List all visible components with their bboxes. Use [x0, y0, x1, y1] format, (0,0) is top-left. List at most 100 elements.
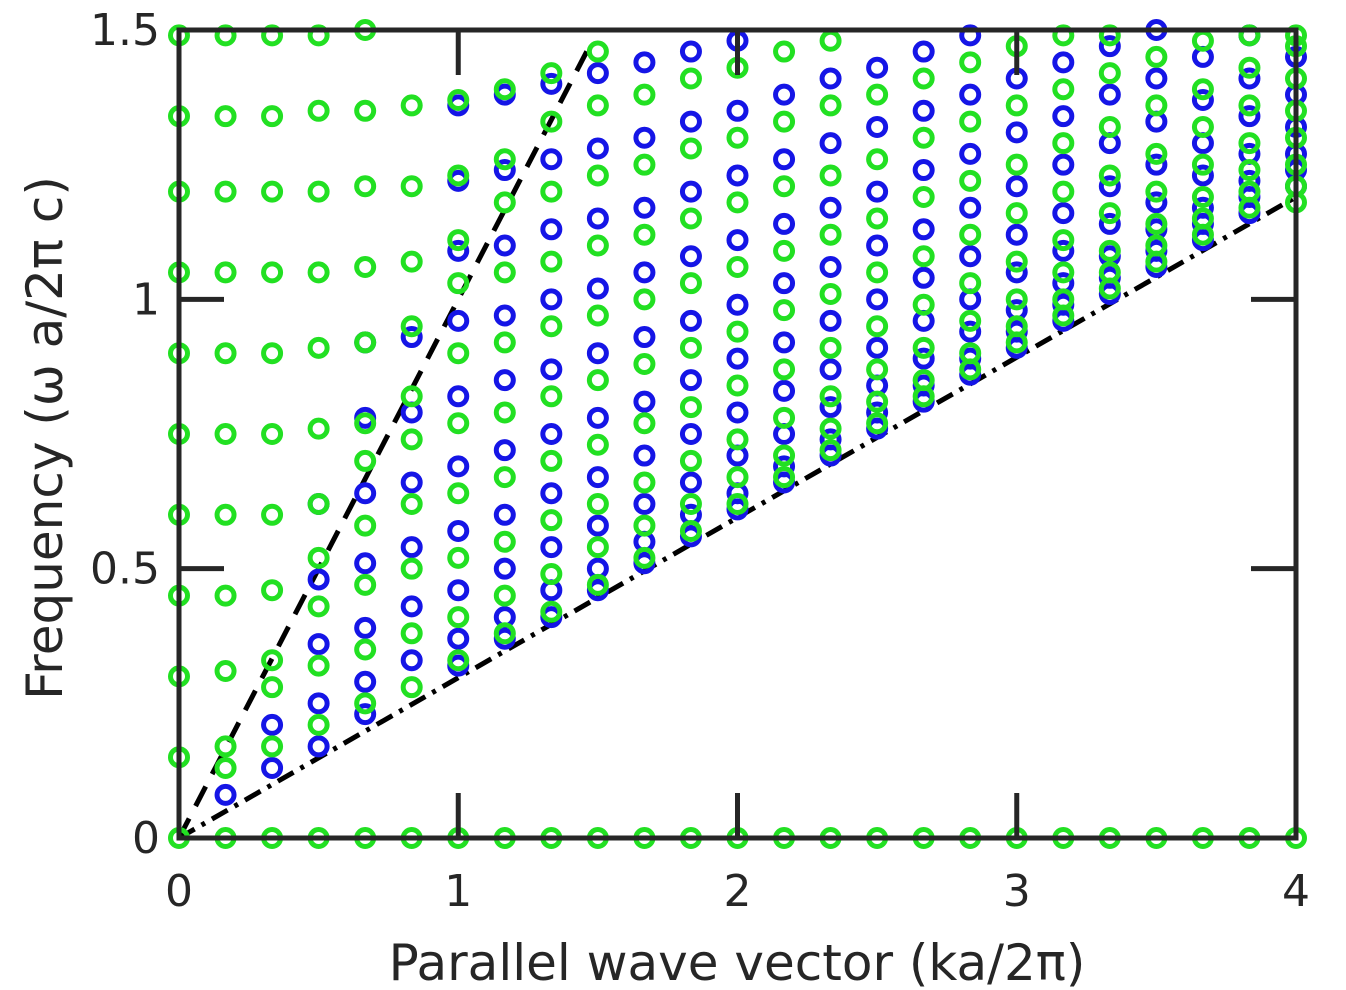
- blue-point: [307, 633, 330, 656]
- blue-point: [261, 713, 284, 736]
- green-point: [214, 660, 237, 683]
- blue-point: [586, 207, 609, 230]
- green-point: [493, 401, 516, 424]
- green-point: [447, 272, 470, 295]
- green-point: [586, 369, 609, 392]
- green-point: [493, 530, 516, 553]
- blue-point: [1052, 153, 1075, 176]
- blue-point: [912, 40, 935, 63]
- green-point: [261, 105, 284, 128]
- green-point: [307, 336, 330, 359]
- green-point: [959, 342, 982, 365]
- blue-point: [959, 245, 982, 268]
- green-point: [1191, 185, 1214, 208]
- green-point: [586, 493, 609, 516]
- green-point: [493, 584, 516, 607]
- blue-point: [400, 595, 423, 618]
- green-point: [307, 180, 330, 203]
- blue-point: [679, 423, 702, 445]
- green-point: [1238, 180, 1261, 203]
- blue-point: [354, 552, 377, 575]
- blue-point: [447, 579, 470, 602]
- x-tick-label: 4: [1282, 866, 1310, 917]
- green-point: [261, 423, 284, 445]
- blue-point: [959, 196, 982, 219]
- blue-point: [540, 72, 563, 95]
- blue-point: [540, 218, 563, 241]
- green-point: [1052, 288, 1075, 311]
- green-point: [214, 105, 237, 128]
- green-point: [307, 261, 330, 284]
- blue-point: [586, 342, 609, 365]
- x-axis-label: Parallel wave vector (ka/2π): [389, 934, 1086, 990]
- green-point: [819, 439, 842, 462]
- green-point: [819, 336, 842, 359]
- green-point: [400, 175, 423, 198]
- blue-point: [866, 180, 889, 203]
- blue-point: [540, 358, 563, 381]
- blue-point: [866, 234, 889, 257]
- blue-point: [447, 239, 470, 262]
- green-point: [773, 40, 796, 63]
- green-point: [1052, 180, 1075, 203]
- green-point: [633, 514, 656, 537]
- green-point: [261, 735, 284, 758]
- green-point: [679, 336, 702, 359]
- green-point: [493, 191, 516, 214]
- blue-point: [586, 62, 609, 85]
- green-point: [912, 293, 935, 316]
- y-tick-label: 0.5: [90, 544, 160, 595]
- blue-point: [819, 67, 842, 90]
- green-point: [447, 412, 470, 435]
- blue-point: [1145, 153, 1168, 176]
- green-point: [1005, 202, 1028, 225]
- green-point: [679, 272, 702, 295]
- blue-point: [540, 423, 563, 445]
- blue-point: [633, 196, 656, 219]
- green-point: [679, 207, 702, 230]
- green-point: [400, 428, 423, 451]
- blue-point: [1052, 239, 1075, 262]
- green-point: [307, 546, 330, 569]
- green-point: [586, 40, 609, 63]
- green-point: [214, 180, 237, 203]
- blue-point: [726, 164, 749, 187]
- green-point: [1005, 94, 1028, 117]
- blue-point: [912, 266, 935, 289]
- green-point: [307, 24, 330, 47]
- blue-point: [1191, 164, 1214, 187]
- blue-point: [866, 288, 889, 311]
- blue-point: [633, 444, 656, 467]
- green-point: [261, 180, 284, 203]
- green-point: [633, 546, 656, 569]
- green-point: [912, 126, 935, 149]
- blue-point: [633, 261, 656, 284]
- green-point: [633, 83, 656, 106]
- blue-point: [679, 471, 702, 494]
- green-point: [1145, 45, 1168, 68]
- green-point: [400, 622, 423, 645]
- blue-point: [540, 482, 563, 505]
- blue-point: [1005, 261, 1028, 284]
- blue-point: [1238, 67, 1261, 90]
- green-point: [773, 444, 796, 467]
- blue-point: [493, 439, 516, 462]
- green-point: [959, 169, 982, 192]
- blue-point: [866, 401, 889, 424]
- green-point: [633, 223, 656, 246]
- blue-point: [866, 115, 889, 138]
- blue-point: [726, 229, 749, 252]
- blue-point: [726, 347, 749, 370]
- green-point: [1052, 229, 1075, 252]
- green-point: [447, 89, 470, 112]
- green-point: [1052, 78, 1075, 101]
- green-point: [959, 223, 982, 246]
- green-point: [400, 676, 423, 699]
- green-point: [1098, 261, 1121, 284]
- green-point: [1191, 207, 1214, 230]
- green-point: [819, 417, 842, 440]
- green-point: [726, 493, 749, 516]
- green-point: [307, 99, 330, 122]
- green-point: [866, 148, 889, 171]
- green-point: [400, 493, 423, 516]
